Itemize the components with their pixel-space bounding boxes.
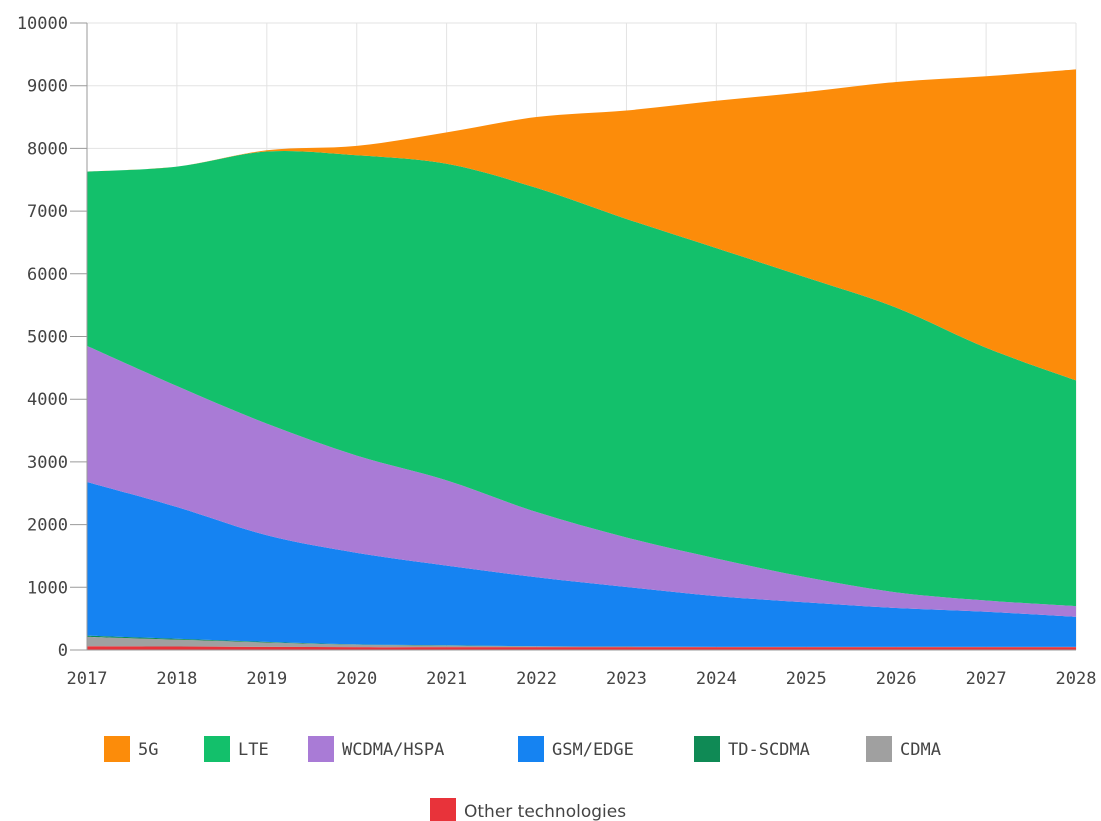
x-tick-label: 2028 xyxy=(1056,669,1097,689)
x-tick-label: 2022 xyxy=(516,669,557,689)
y-tick-label: 9000 xyxy=(27,77,68,97)
x-tick-label: 2027 xyxy=(966,669,1007,689)
y-tick-label: 4000 xyxy=(27,390,68,410)
area-gsm-edge xyxy=(87,481,1076,647)
y-tick-label: 1000 xyxy=(27,578,68,598)
y-tick-label: 8000 xyxy=(27,139,68,159)
legend-swatch-cdma xyxy=(866,736,892,762)
area-series-group xyxy=(87,69,1076,650)
y-tick-label: 5000 xyxy=(27,328,68,348)
legend-label-other-technologies: Other technologies xyxy=(464,802,626,821)
legend-label-wcdma-hspa: WCDMA/HSPA xyxy=(342,740,444,760)
area-cdma xyxy=(87,636,1076,648)
x-tick-label: 2017 xyxy=(67,669,108,689)
x-tick-label: 2024 xyxy=(696,669,737,689)
legend-swatch-other-technologies xyxy=(430,798,456,821)
legend-label-lte: LTE xyxy=(238,740,269,760)
area-td-scdma xyxy=(87,635,1076,647)
x-tick-label: 2025 xyxy=(786,669,827,689)
legend-swatch-5g xyxy=(104,736,130,762)
x-tick-label: 2026 xyxy=(876,669,917,689)
legend-label-cdma: CDMA xyxy=(900,740,941,760)
area-5g xyxy=(87,69,1076,381)
legend-label-td-scdma: TD-SCDMA xyxy=(728,740,810,760)
legend-swatch-wcdma-hspa xyxy=(308,736,334,762)
y-tick-label: 2000 xyxy=(27,516,68,536)
y-tick-label: 6000 xyxy=(27,265,68,285)
x-tick-label: 2020 xyxy=(336,669,377,689)
legend-swatch-gsm-edge xyxy=(518,736,544,762)
x-tick-label: 2018 xyxy=(156,669,197,689)
legend-label-5g: 5G xyxy=(138,740,158,760)
area-wcdma-hspa xyxy=(87,345,1076,617)
y-tick-label: 10000 xyxy=(17,14,68,34)
x-tick-labels: 2017 2018 2019 2020 2021 2022 2023 2024 2025 2026… xyxy=(67,669,1097,689)
x-tick-label: 2021 xyxy=(426,669,467,689)
y-tick-label: 7000 xyxy=(27,202,68,222)
x-tick-label: 2023 xyxy=(606,669,647,689)
legend-label-gsm-edge: GSM/EDGE xyxy=(552,740,634,760)
y-tick-label: 0 xyxy=(58,641,68,661)
legend-swatch-td-scdma xyxy=(694,736,720,762)
area-lte xyxy=(87,151,1076,607)
y-tick-labels: 0 1000 2000 3000 4000 5000 6000 7000 8000 9000 100… xyxy=(17,14,87,661)
x-tick-label: 2019 xyxy=(246,669,287,689)
y-tick-label: 3000 xyxy=(27,453,68,473)
legend-swatch-lte xyxy=(204,736,230,762)
legend: 5G LTE WCDMA/HSPA GSM/EDGE TD-SCDMA CDMA Other… xyxy=(104,736,941,821)
